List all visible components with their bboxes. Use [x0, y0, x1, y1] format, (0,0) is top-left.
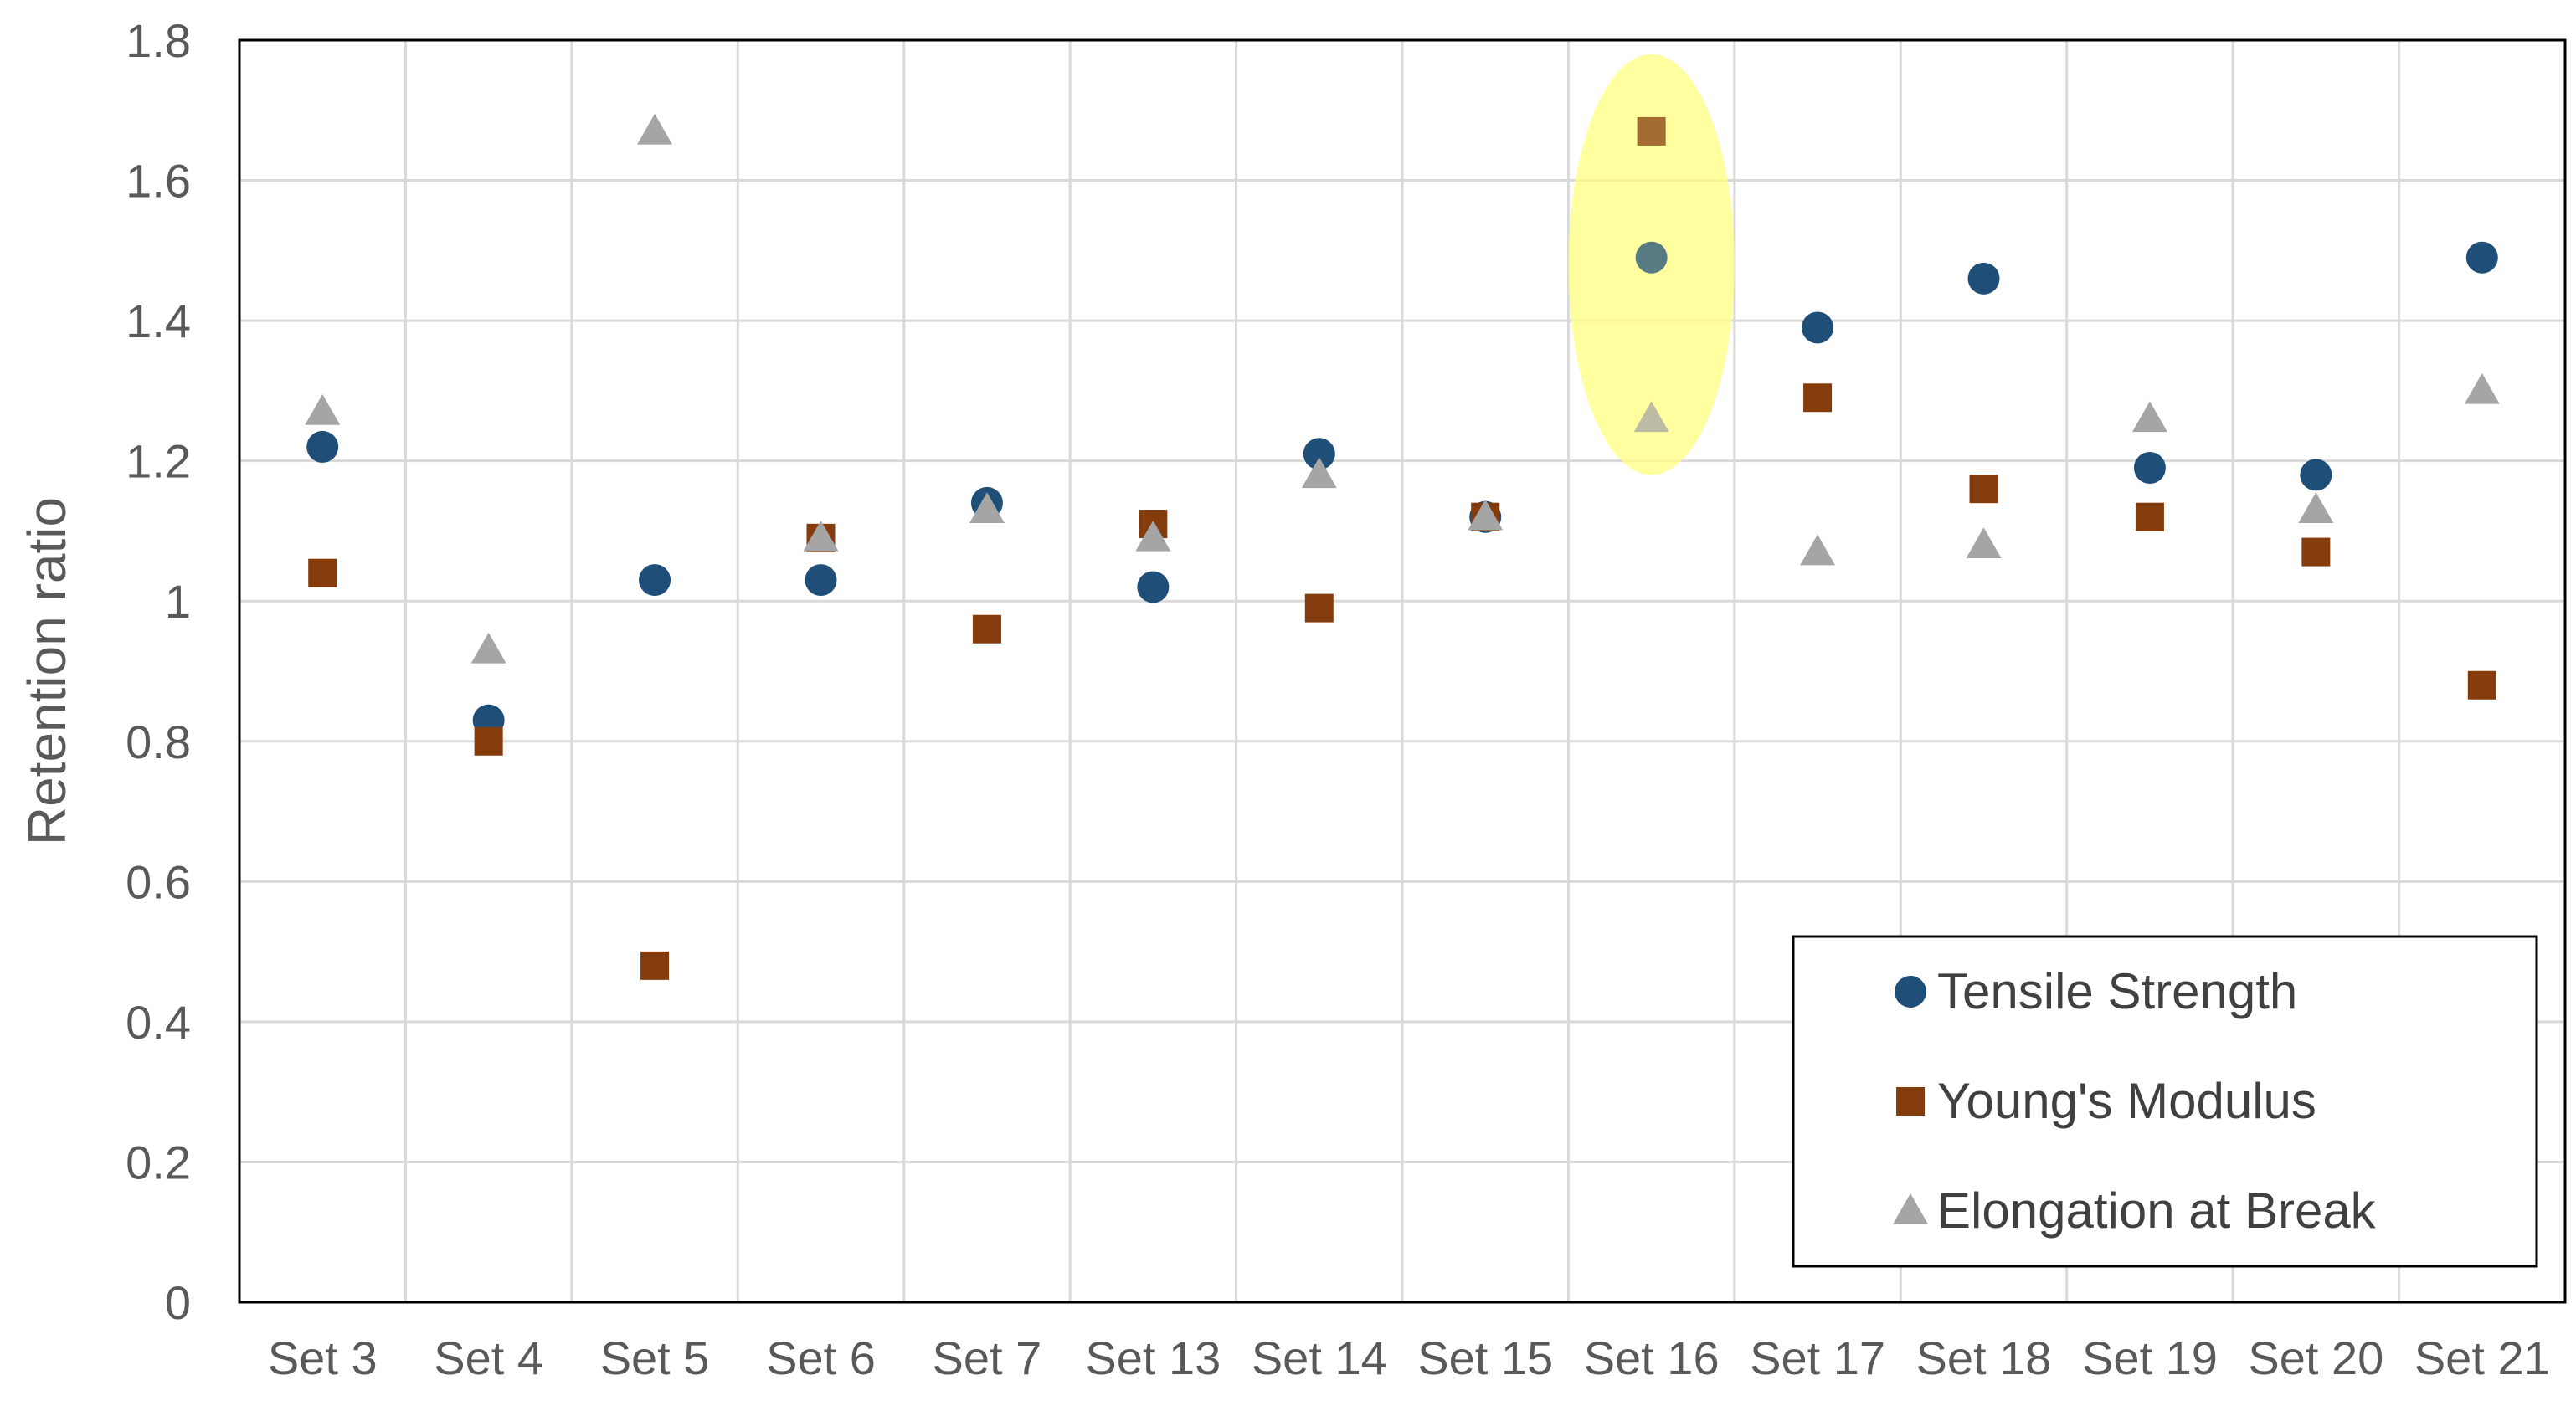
marks-layer [305, 113, 2500, 980]
young-s-modulus-point [972, 614, 1001, 644]
young-s-modulus-point [2467, 670, 2496, 700]
elongation-at-break-point [1301, 457, 1337, 489]
x-tick-label: Set 18 [1916, 1331, 2052, 1384]
tensile-strength-point [805, 564, 837, 597]
x-tick-label: Set 20 [2248, 1331, 2383, 1384]
x-tick-label: Set 21 [2414, 1331, 2550, 1384]
young-s-modulus-point [1637, 116, 1666, 146]
y-tick-label: 0.4 [126, 996, 191, 1049]
tensile-strength-point [1967, 262, 2000, 295]
tensile-strength-point [1303, 438, 1335, 470]
elongation-at-break-point [2464, 372, 2500, 404]
young-s-modulus-point [308, 558, 337, 587]
young-s-modulus-point [1304, 593, 1334, 623]
x-tick-label: Set 17 [1750, 1331, 1885, 1384]
elongation-at-break-point [2298, 492, 2334, 524]
y-tick-label: 1.2 [126, 435, 191, 488]
tensile-strength-point [1802, 311, 1834, 344]
elongation-at-break-point [1800, 534, 1836, 566]
elongation-at-break-point [1468, 499, 1504, 531]
plot-frame [238, 38, 2567, 1304]
x-tick-label: Set 3 [268, 1331, 378, 1384]
young-s-modulus-legend-marker [1896, 1087, 1925, 1116]
y-tick-label: 1.4 [126, 295, 191, 347]
elongation-at-break-point [969, 492, 1005, 524]
young-s-modulus-point [474, 726, 503, 756]
y-tick-label: 1.8 [126, 14, 191, 67]
legend-label: Tensile Strength [1937, 963, 2297, 1019]
y-tick-label: 1.6 [126, 155, 191, 208]
x-tick-label: Set 14 [1252, 1331, 1387, 1384]
x-tick-label: Set 7 [933, 1331, 1042, 1384]
y-tick-label: 0.8 [126, 716, 191, 768]
y-tick-label: 0.2 [126, 1136, 191, 1188]
elongation-at-break-point [637, 113, 673, 145]
x-tick-label: Set 5 [600, 1331, 710, 1384]
tensile-strength-point [2465, 241, 2498, 274]
elongation-at-break-point [470, 632, 506, 664]
elongation-at-break-point [1633, 401, 1669, 433]
tensile-strength-point [639, 564, 671, 597]
tensile-strength-point [1137, 571, 1170, 603]
tensile-strength-legend-marker [1895, 976, 1926, 1008]
young-s-modulus-point [2301, 537, 2331, 567]
y-tick-label: 1 [165, 575, 191, 628]
elongation-at-break-point [305, 394, 341, 425]
young-s-modulus-point [2135, 502, 2164, 531]
y-tick-label: 0 [165, 1276, 191, 1329]
elongation-at-break-point [803, 520, 839, 552]
tensile-strength-point [2300, 459, 2332, 491]
young-s-modulus-point [1969, 475, 1998, 504]
y-axis-ticks: 0 0.2 0.4 0.6 0.8 1 1.2 1.4 1.6 1.8 [126, 14, 191, 1329]
y-tick-label: 0.6 [126, 855, 191, 908]
young-s-modulus-point [640, 951, 670, 980]
elongation-at-break-legend-marker [1893, 1193, 1928, 1224]
x-tick-label: Set 13 [1085, 1331, 1221, 1384]
elongation-at-break-point [1135, 520, 1171, 552]
legend-label: Young's Modulus [1937, 1073, 2316, 1129]
x-tick-label: Set 6 [766, 1331, 876, 1384]
tensile-strength-point [2133, 452, 2166, 485]
elongation-at-break-point [2131, 401, 2167, 433]
legend-items: Tensile Strength Young's Modulus Elongatio… [1893, 963, 2377, 1239]
legend: Tensile Strength Young's Modulus Elongatio… [1792, 935, 2538, 1268]
x-tick-label: Set 4 [434, 1331, 543, 1384]
young-s-modulus-point [1803, 383, 1833, 413]
elongation-at-break-point [1966, 527, 2002, 558]
x-tick-label: Set 19 [2082, 1331, 2218, 1384]
x-axis-ticks: Set 3 Set 4 Set 5 Set 6 Set 7 Set 13 Set 14 Set… [268, 1331, 2550, 1384]
legend-label: Elongation at Break [1937, 1183, 2377, 1239]
y-axis-label: Retention ratio [17, 497, 77, 845]
tensile-strength-point [1635, 241, 1668, 274]
tensile-strength-point [306, 430, 339, 463]
x-tick-label: Set 15 [1417, 1331, 1553, 1384]
x-tick-label: Set 16 [1584, 1331, 1720, 1384]
